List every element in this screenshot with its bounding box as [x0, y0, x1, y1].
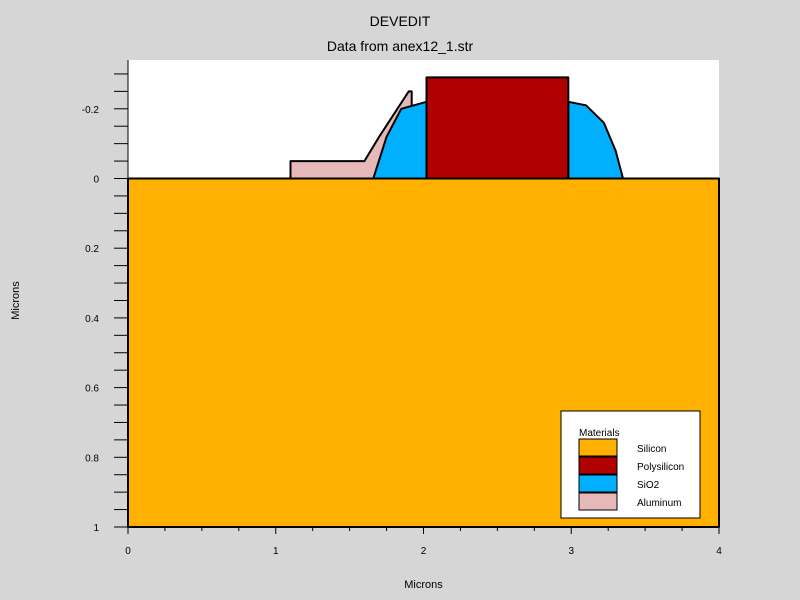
y-axis-label: Microns [10, 281, 22, 320]
x-tick-label: 1 [273, 546, 279, 557]
legend-swatch [578, 456, 618, 475]
x-tick-label: 2 [421, 546, 427, 557]
legend-label: Aluminum [637, 498, 681, 509]
plot-title: DEVEDIT [369, 13, 431, 29]
legend-swatch [578, 474, 618, 493]
legend-title: Materials [579, 428, 620, 439]
x-axis-label: Microns [404, 579, 443, 591]
plot-subtitle: Data from anex12_1.str [326, 38, 474, 54]
legend-label: Polysilicon [637, 462, 684, 473]
y-tick-label: -0.2 [82, 105, 100, 116]
y-tick-label: 0.4 [85, 314, 99, 325]
x-tick-label: 0 [125, 546, 131, 557]
axes: 0 1 2 3 4 -0.2 0 0.2 0.4 0.6 0.8 1 [82, 60, 722, 557]
legend-swatch [578, 438, 618, 457]
y-tick-label: 0.8 [85, 453, 99, 464]
y-tick-label: 1 [93, 523, 99, 534]
x-tick-label: 3 [568, 546, 574, 557]
x-tick-label: 4 [716, 546, 722, 557]
region-polysilicon [425, 76, 570, 180]
y-tick-label: 0 [93, 174, 99, 185]
y-tick-label: 0.2 [85, 244, 99, 255]
legend: Materials Silicon Polysilicon SiO2 Aluminum [560, 410, 701, 519]
y-tick-label: 0.6 [85, 384, 99, 395]
legend-label: SiO2 [637, 480, 660, 491]
legend-swatch [578, 492, 618, 511]
legend-label: Silicon [637, 444, 666, 455]
